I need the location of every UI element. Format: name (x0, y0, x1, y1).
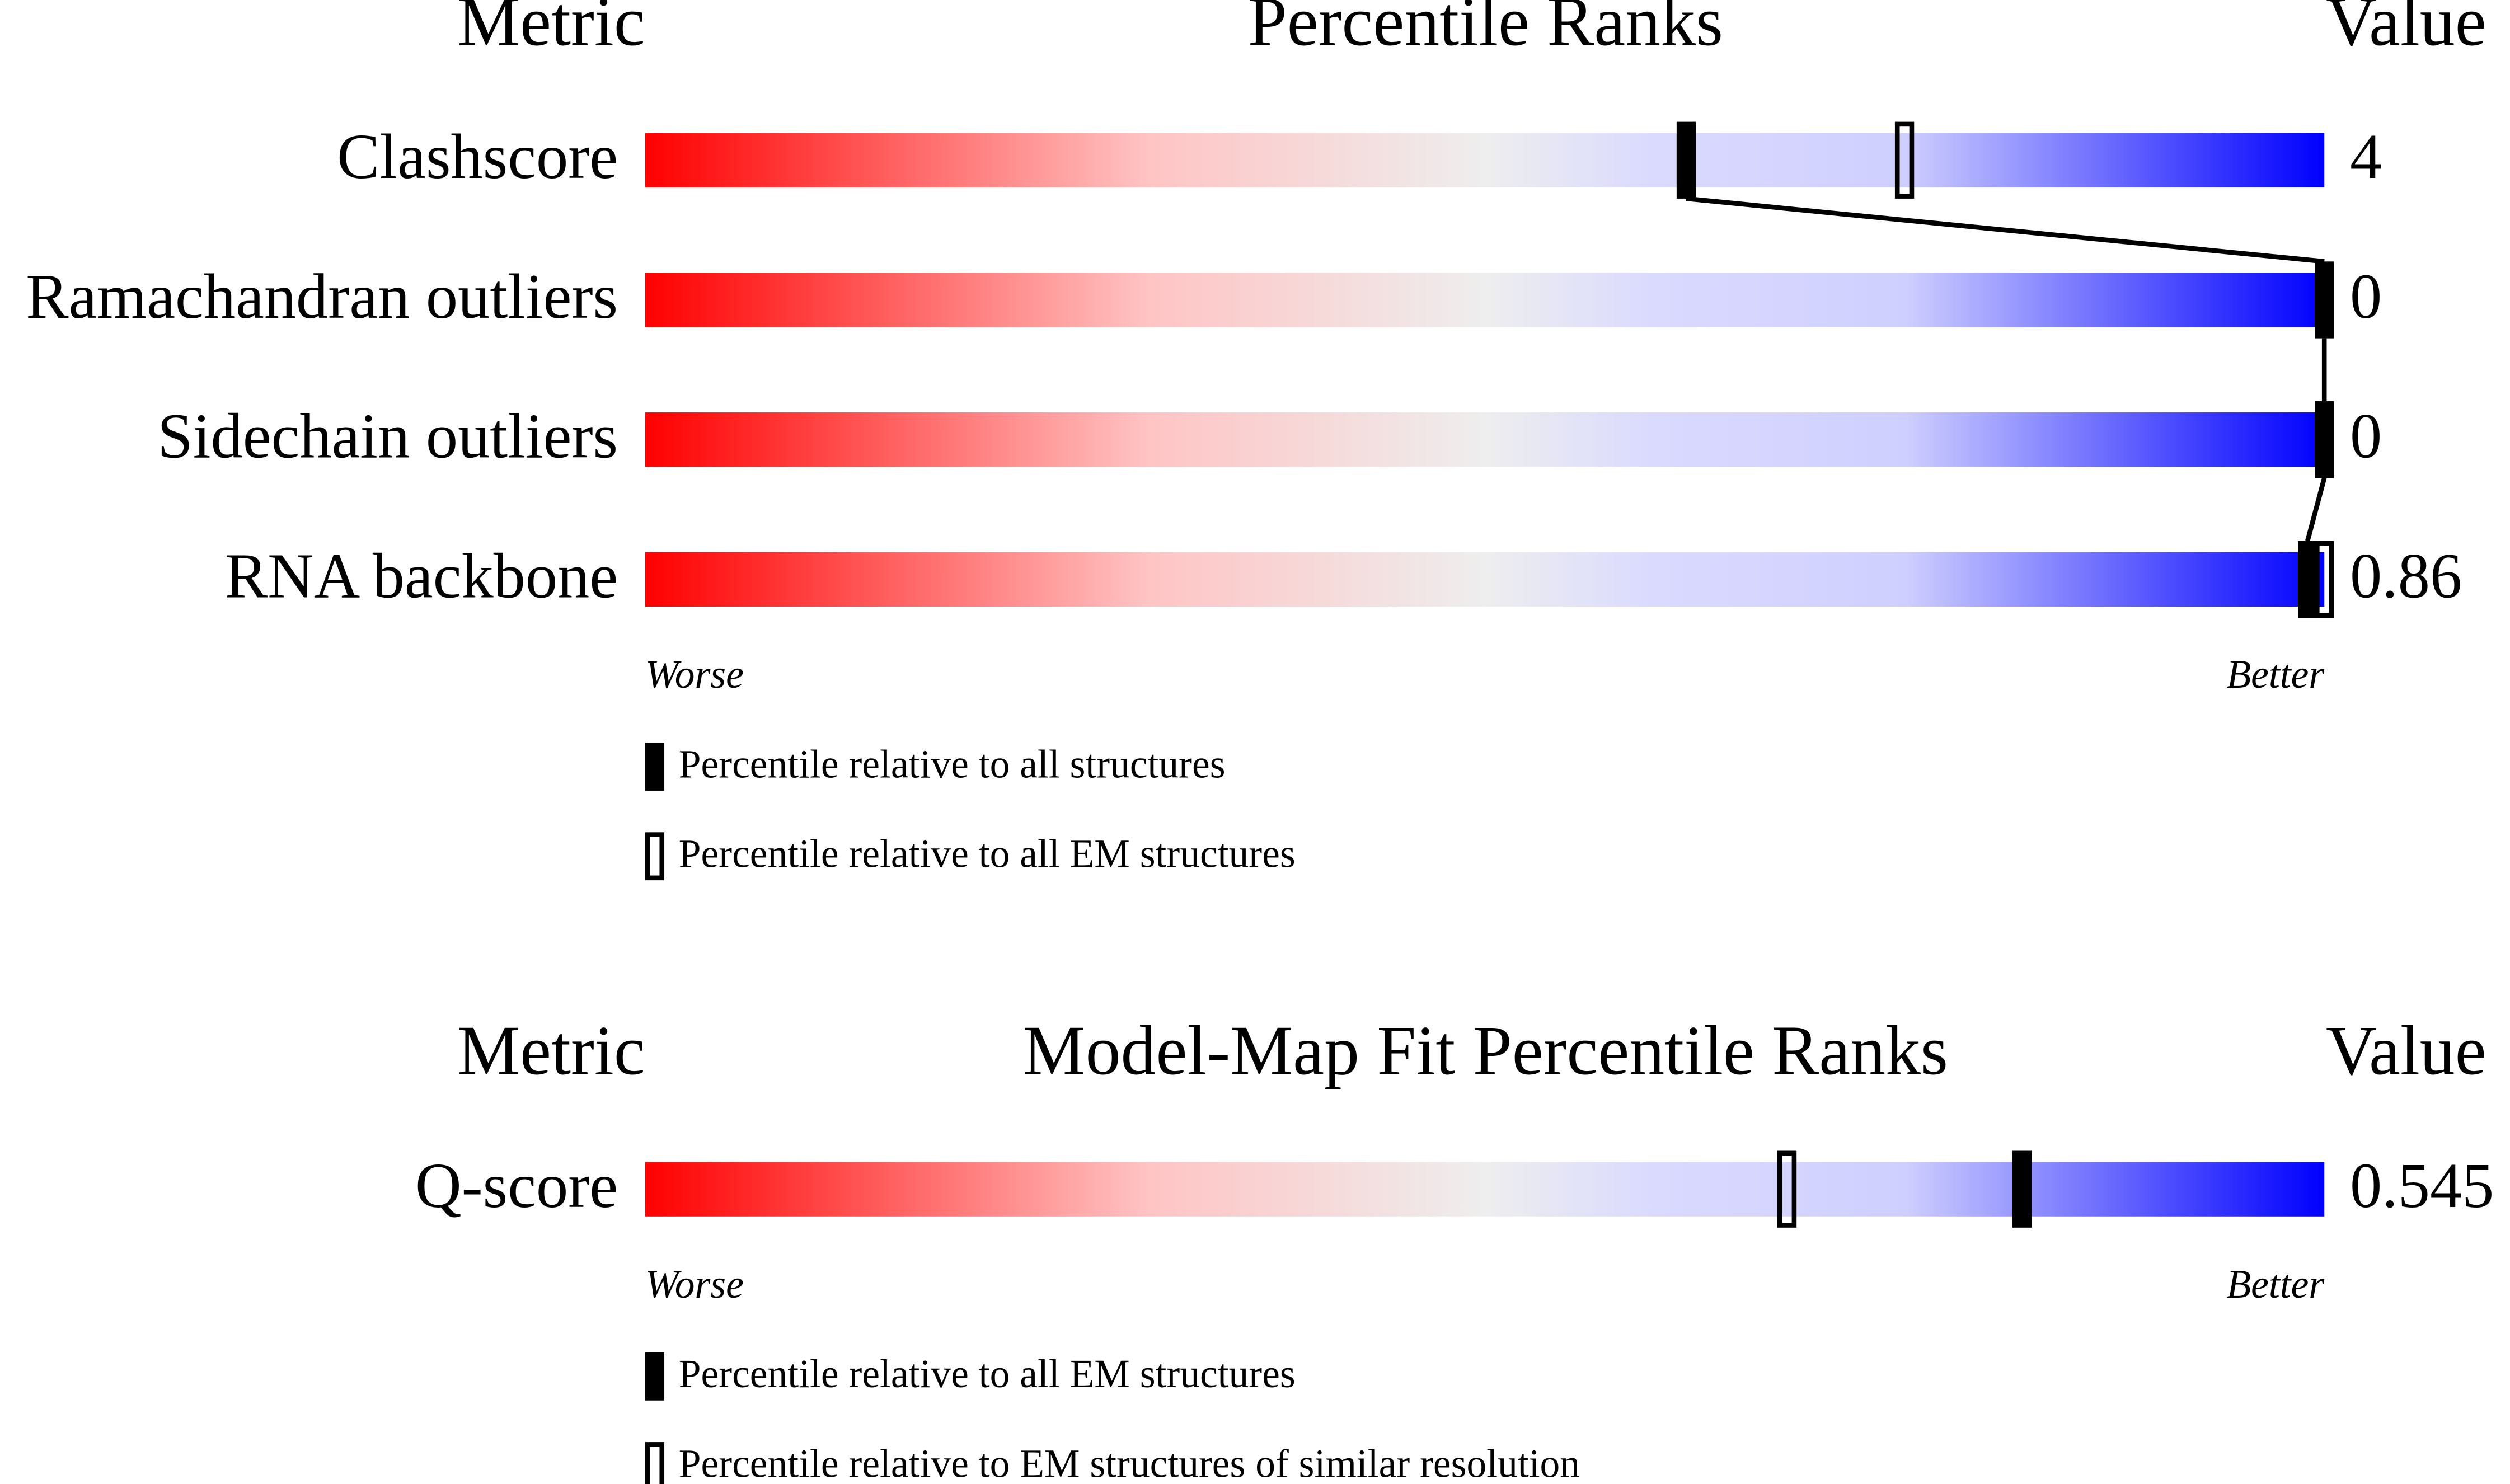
metric-label: Ramachandran outliers (26, 261, 618, 332)
slider-bar (645, 1162, 2325, 1217)
metric-label: Sidechain outliers (157, 401, 618, 472)
legend-filled-icon (645, 743, 665, 791)
slider-bar (645, 552, 2325, 607)
marker-open (1894, 121, 1915, 199)
connector (2305, 477, 2327, 542)
marker-filled (2298, 541, 2317, 618)
marker-filled (2315, 261, 2334, 339)
metric-label: Q-score (415, 1150, 618, 1221)
metric-value: 0.86 (2350, 540, 2462, 611)
header-value: Value (2326, 1012, 2486, 1090)
metric-value: 0 (2350, 261, 2382, 332)
legend-open-icon (645, 832, 665, 881)
slider-bar (645, 412, 2325, 467)
scale-worse: Worse (645, 652, 744, 697)
metric-value: 0.545 (2350, 1150, 2494, 1221)
legend-open: Percentile relative to EM structures of … (679, 1441, 1580, 1484)
header-value: Value (2326, 0, 2486, 61)
legend-open: Percentile relative to all EM structures (679, 832, 1296, 876)
legend-filled: Percentile relative to all EM structures (679, 1352, 1296, 1396)
marker-open (1777, 1150, 1797, 1228)
legend-open-icon (645, 1442, 665, 1484)
metric-value: 0 (2350, 401, 2382, 472)
marker-filled (1676, 121, 1696, 199)
metric-label: Clashscore (337, 121, 618, 192)
header-title: Percentile Ranks (1248, 0, 1723, 61)
header-metric: Metric (457, 0, 645, 61)
marker-filled (2012, 1150, 2032, 1228)
legend-filled-icon (645, 1352, 665, 1401)
scale-better: Better (2226, 1262, 2325, 1307)
header-metric: Metric (457, 1012, 645, 1090)
connector (1686, 196, 2325, 264)
slider-bar (645, 133, 2325, 187)
scale-worse: Worse (645, 1262, 744, 1307)
metric-value: 4 (2350, 121, 2382, 192)
header-title: Model-Map Fit Percentile Ranks (1023, 1012, 1948, 1090)
metric-label: RNA backbone (225, 540, 618, 611)
legend-filled: Percentile relative to all structures (679, 742, 1226, 786)
slider-bar (645, 273, 2325, 327)
marker-filled (2315, 401, 2334, 478)
scale-better: Better (2226, 652, 2325, 697)
